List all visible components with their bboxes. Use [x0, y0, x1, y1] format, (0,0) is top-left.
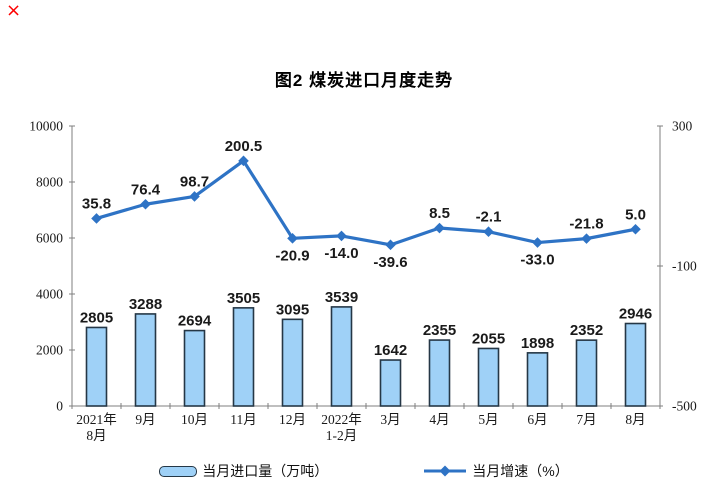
combo-chart: 0 2000 4000 6000 8000 10000 300 -100 -500 2021年 8月… — [29, 119, 697, 444]
line-value-label: -20.9 — [275, 247, 309, 264]
line-marker-4 — [287, 233, 298, 244]
line-value-label: 5.0 — [625, 206, 646, 223]
x-category-label: 8月 — [625, 412, 645, 427]
x-category-label: 3月 — [380, 412, 400, 427]
line-value-label: -2.1 — [476, 209, 502, 226]
bar-value-label: 2805 — [80, 309, 113, 326]
x-category-label: 4月 — [429, 412, 449, 427]
chart-legend: 当月进口量（万吨） 当月增速（%） — [0, 461, 728, 481]
x-category-label: 9月 — [135, 412, 155, 427]
legend-item-growth: 当月增速（%） — [423, 461, 569, 481]
line-marker-10 — [581, 233, 592, 244]
bar-0 — [85, 326, 108, 407]
bar-value-label: 1898 — [521, 335, 554, 352]
bar-value-label: 3505 — [227, 290, 260, 307]
line-marker-2 — [189, 191, 200, 202]
line-value-label: -33.0 — [520, 252, 554, 269]
line-value-label: -21.8 — [569, 216, 603, 233]
x-category-label: 2021年 8月 — [76, 412, 117, 443]
bar-7 — [428, 339, 451, 407]
bar-value-label: 2355 — [423, 322, 456, 339]
bar-6 — [379, 359, 402, 407]
line-value-label: 98.7 — [180, 173, 209, 190]
line-marker-3 — [238, 155, 249, 167]
line-marker-0 — [91, 213, 102, 224]
bar-value-label: 3539 — [325, 289, 358, 306]
bar-value-label: 2694 — [178, 313, 212, 330]
right-axis-tick-label: -500 — [672, 399, 697, 414]
line-value-label: -39.6 — [373, 254, 407, 271]
bar-10 — [575, 339, 598, 407]
right-axis-tick-label: 300 — [672, 119, 693, 134]
legend-label-growth: 当月增速（%） — [472, 463, 569, 479]
left-axis-tick-label: 6000 — [36, 231, 63, 246]
line-marker-5 — [336, 230, 347, 242]
left-axis-tick-label: 0 — [56, 399, 63, 414]
bar-value-label: 2055 — [472, 330, 505, 347]
x-category-label: 7月 — [576, 412, 596, 427]
right-axis-tick-label: -100 — [672, 259, 697, 274]
bar-3 — [232, 307, 255, 407]
line-marker-11 — [630, 223, 641, 235]
x-category-label: 6月 — [527, 412, 547, 427]
line-marker-7 — [434, 222, 445, 234]
line-marker-8 — [483, 226, 494, 238]
line-series-swatch — [424, 465, 467, 477]
line-value-label: 200.5 — [225, 138, 263, 155]
bar-value-label: 2352 — [570, 322, 603, 339]
x-category-label: 11月 — [230, 412, 257, 427]
left-axis-tick-label: 2000 — [36, 343, 63, 358]
left-axis-tick-label: 8000 — [36, 175, 63, 190]
line-value-label: 8.5 — [429, 205, 450, 222]
bar-value-label: 3288 — [129, 296, 162, 313]
x-category-label: 10月 — [181, 412, 208, 427]
bar-11 — [624, 322, 647, 407]
x-category-label: 12月 — [279, 412, 306, 427]
bar-8 — [477, 347, 500, 407]
left-axis-tick-label: 10000 — [29, 119, 63, 134]
line-marker-9 — [532, 237, 543, 248]
line-value-label: 35.8 — [82, 195, 111, 212]
legend-label-imports: 当月进口量（万吨） — [202, 463, 329, 479]
bar-1 — [134, 313, 157, 407]
line-value-label: -14.0 — [324, 245, 358, 262]
bar-value-label: 2946 — [619, 306, 652, 323]
chart-title: 图2 煤炭进口月度走势 — [274, 71, 454, 90]
bar-2 — [183, 329, 206, 407]
bar-5 — [330, 306, 353, 407]
line-value-label: 76.4 — [131, 181, 161, 198]
legend-item-imports: 当月进口量（万吨） — [159, 461, 328, 481]
bar-value-label: 1642 — [374, 342, 407, 359]
growth-line — [94, 159, 638, 247]
line-marker-6 — [385, 239, 396, 251]
bar-series-swatch — [159, 465, 198, 477]
x-category-label: 5月 — [478, 412, 498, 427]
x-category-label: 2022年 1-2月 — [321, 412, 362, 443]
line-marker-1 — [140, 198, 151, 210]
bar-4 — [281, 318, 304, 407]
bar-value-label: 3095 — [276, 301, 309, 318]
left-axis-tick-label: 4000 — [36, 287, 63, 302]
bar-9 — [526, 352, 549, 407]
broken-image-icon: × — [6, 0, 22, 21]
